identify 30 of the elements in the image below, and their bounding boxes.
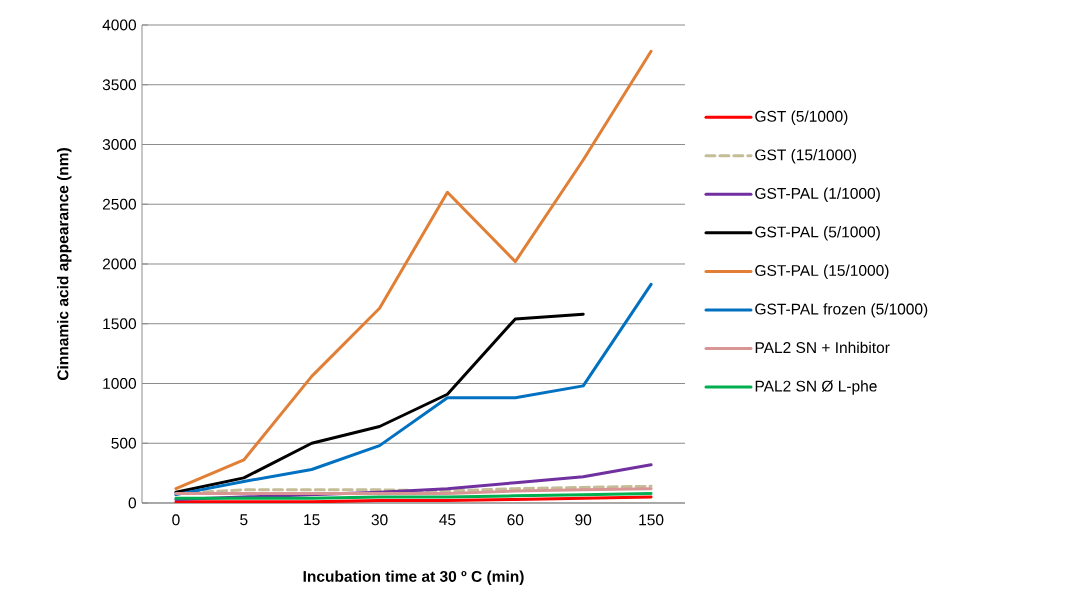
x-tick-label: 0 (172, 514, 180, 526)
legend-label: GST-PAL (15/1000) (755, 264, 889, 280)
legend-label: GST-PAL (1/1000) (755, 187, 880, 202)
y-axis-title: Cinnamic acid appearance (nm) (57, 148, 72, 381)
x-tick-label: 45 (439, 514, 456, 526)
line-series (174, 282, 653, 497)
legend-label: GST (15/1000) (755, 148, 857, 164)
x-tick-label: 5 (240, 514, 248, 526)
legend-label: GST (5/1000) (755, 110, 848, 125)
legend-label: GST-PAL (5/1000) (755, 226, 880, 241)
y-tick-label: 0 (128, 497, 137, 509)
legend-label: PAL2 SN Ø L-phe (755, 380, 877, 395)
x-axis-title: Incubation time at 30 º C (min) (303, 570, 524, 585)
y-tick-label: 2500 (102, 198, 137, 210)
x-tick-label: 30 (371, 514, 388, 526)
legend-label: PAL2 SN + Inhibitor (755, 341, 890, 354)
y-tick-label: 1000 (103, 378, 137, 389)
x-tick-label: 150 (639, 514, 664, 526)
y-tick-label: 4000 (102, 19, 137, 31)
y-tick-label: 2000 (102, 258, 137, 270)
x-tick-label: 15 (304, 514, 320, 526)
y-tick-label: 500 (111, 437, 137, 449)
y-tick-label: 1500 (103, 318, 137, 330)
legend-label: GST-PAL frozen (5/1000) (755, 303, 928, 318)
y-tick-label: 3500 (102, 79, 137, 91)
x-tick-label: 60 (507, 514, 524, 526)
y-tick-label: 3000 (102, 139, 137, 150)
x-tick-label: 90 (575, 514, 592, 526)
line-series (174, 49, 653, 491)
line-series (174, 312, 585, 494)
